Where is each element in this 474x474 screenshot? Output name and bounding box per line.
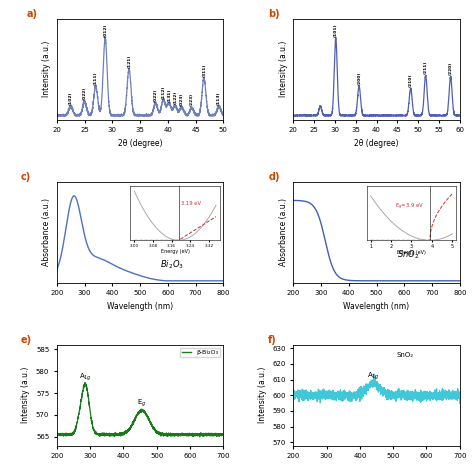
Text: (022): (022) bbox=[82, 87, 87, 100]
X-axis label: Wavelength (nm): Wavelength (nm) bbox=[344, 302, 410, 311]
Y-axis label: Intensity (a.u.): Intensity (a.u.) bbox=[21, 367, 30, 423]
Text: E$_g$: E$_g$ bbox=[137, 398, 146, 409]
Text: (210): (210) bbox=[409, 73, 413, 87]
Text: (102): (102) bbox=[69, 91, 73, 105]
Text: A$_{1g}$: A$_{1g}$ bbox=[79, 372, 91, 383]
Y-axis label: Absorbance (a.u.): Absorbance (a.u.) bbox=[42, 198, 51, 266]
Text: (122): (122) bbox=[173, 91, 177, 104]
Text: (101): (101) bbox=[334, 23, 338, 37]
Text: (113): (113) bbox=[217, 91, 221, 105]
Y-axis label: Intensity (a.u.): Intensity (a.u.) bbox=[279, 41, 288, 98]
Y-axis label: Intensity (a.u.): Intensity (a.u.) bbox=[42, 41, 51, 98]
X-axis label: Wavelength (nm): Wavelength (nm) bbox=[107, 302, 173, 311]
Y-axis label: Intensity (a.u.): Intensity (a.u.) bbox=[257, 367, 266, 423]
Text: (023): (023) bbox=[180, 92, 184, 106]
Text: A$_{1g}$: A$_{1g}$ bbox=[367, 370, 380, 382]
Text: Bi$_2$O$_3$: Bi$_2$O$_3$ bbox=[160, 258, 184, 271]
Text: (022): (022) bbox=[154, 89, 158, 102]
Text: f): f) bbox=[268, 335, 277, 345]
Text: e): e) bbox=[20, 335, 31, 345]
Text: (200): (200) bbox=[357, 72, 361, 85]
Text: d): d) bbox=[268, 172, 280, 182]
Text: (012): (012) bbox=[103, 23, 107, 37]
Legend: β-Bi₂O₃: β-Bi₂O₃ bbox=[180, 348, 220, 357]
X-axis label: 2θ (degree): 2θ (degree) bbox=[354, 139, 399, 148]
X-axis label: 2θ (degree): 2θ (degree) bbox=[118, 139, 163, 148]
Text: (223): (223) bbox=[190, 93, 194, 107]
Text: a): a) bbox=[27, 9, 38, 19]
Text: (112): (112) bbox=[162, 85, 165, 99]
Text: (121): (121) bbox=[127, 55, 131, 68]
Text: SnO$_2$: SnO$_2$ bbox=[397, 248, 419, 261]
Text: b): b) bbox=[268, 9, 280, 19]
Text: (211): (211) bbox=[424, 61, 428, 74]
Text: SnO₂: SnO₂ bbox=[397, 352, 414, 358]
Text: c): c) bbox=[20, 172, 30, 182]
Y-axis label: Absorbance (a.u.): Absorbance (a.u.) bbox=[279, 198, 288, 266]
Text: (131): (131) bbox=[167, 88, 171, 102]
Text: (311): (311) bbox=[202, 64, 206, 77]
Text: (220): (220) bbox=[448, 62, 453, 75]
Text: (111): (111) bbox=[94, 71, 98, 85]
